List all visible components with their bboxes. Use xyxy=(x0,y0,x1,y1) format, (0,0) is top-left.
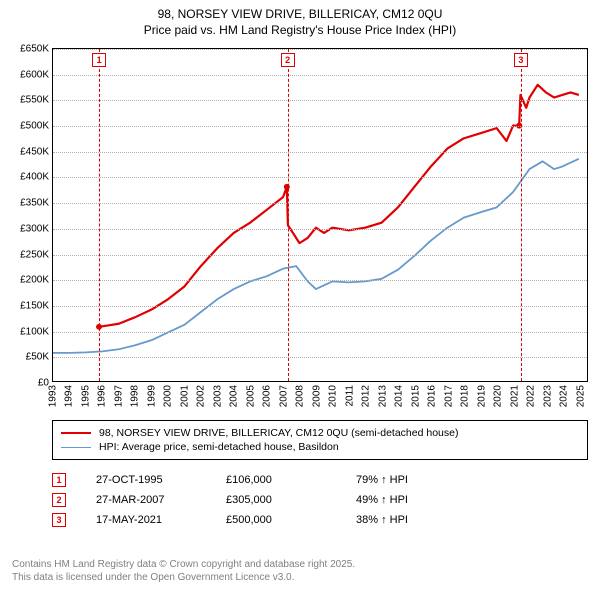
x-axis-label: 2008 xyxy=(295,385,306,407)
x-axis-label: 2013 xyxy=(377,385,388,407)
y-axis-label: £250K xyxy=(20,249,49,260)
y-axis-label: £600K xyxy=(20,69,49,80)
x-axis-label: 2018 xyxy=(460,385,471,407)
x-axis-label: 2017 xyxy=(443,385,454,407)
event-badge: 2 xyxy=(52,493,66,507)
y-gridline xyxy=(53,332,587,333)
x-axis-label: 1996 xyxy=(97,385,108,407)
y-axis-label: £150K xyxy=(20,300,49,311)
event-badge: 1 xyxy=(52,473,66,487)
x-axis-label: 2004 xyxy=(229,385,240,407)
event-marker-badge: 3 xyxy=(514,53,528,67)
event-table: 1 27-OCT-1995 £106,000 79% ↑ HPI 2 27-MAR-200… xyxy=(52,470,588,530)
event-marker-badge: 2 xyxy=(281,53,295,67)
y-axis-label: £200K xyxy=(20,275,49,286)
legend: 98, NORSEY VIEW DRIVE, BILLERICAY, CM12 … xyxy=(52,420,588,460)
event-badge: 3 xyxy=(52,513,66,527)
event-date: 17-MAY-2021 xyxy=(96,514,196,526)
x-axis-label: 2006 xyxy=(262,385,273,407)
y-gridline xyxy=(53,75,587,76)
y-axis-label: £300K xyxy=(20,223,49,234)
event-marker-line xyxy=(288,49,289,381)
legend-item: HPI: Average price, semi-detached house,… xyxy=(61,440,579,454)
x-axis-label: 2015 xyxy=(410,385,421,407)
y-gridline xyxy=(53,306,587,307)
x-axis-label: 2010 xyxy=(328,385,339,407)
x-axis-label: 2011 xyxy=(344,385,355,407)
event-marker-line xyxy=(521,49,522,381)
y-axis-label: £500K xyxy=(20,121,49,132)
x-axis-label: 2020 xyxy=(493,385,504,407)
legend-swatch xyxy=(61,447,91,448)
x-axis-label: 2019 xyxy=(476,385,487,407)
event-row: 1 27-OCT-1995 £106,000 79% ↑ HPI xyxy=(52,470,588,490)
x-axis-label: 2009 xyxy=(311,385,322,407)
y-axis-label: £450K xyxy=(20,146,49,157)
x-axis-label: 2012 xyxy=(361,385,372,407)
legend-label: HPI: Average price, semi-detached house,… xyxy=(99,441,339,453)
series-line-hpi xyxy=(53,159,579,353)
y-axis-label: £650K xyxy=(20,44,49,55)
x-axis-label: 2023 xyxy=(542,385,553,407)
x-axis-label: 1998 xyxy=(130,385,141,407)
legend-swatch xyxy=(61,432,91,434)
x-axis-label: 1993 xyxy=(48,385,59,407)
y-gridline xyxy=(53,152,587,153)
x-axis-label: 2014 xyxy=(394,385,405,407)
x-axis-label: 2016 xyxy=(427,385,438,407)
x-axis-label: 2022 xyxy=(526,385,537,407)
event-row: 2 27-MAR-2007 £305,000 49% ↑ HPI xyxy=(52,490,588,510)
series-line-price_paid xyxy=(99,85,579,327)
event-date: 27-OCT-1995 xyxy=(96,474,196,486)
y-axis-label: £50K xyxy=(26,352,49,363)
y-gridline xyxy=(53,229,587,230)
x-axis-label: 2025 xyxy=(575,385,586,407)
event-price: £500,000 xyxy=(226,514,326,526)
event-delta: 38% ↑ HPI xyxy=(356,514,456,526)
y-gridline xyxy=(53,177,587,178)
x-axis-label: 2021 xyxy=(509,385,520,407)
chart-container: 98, NORSEY VIEW DRIVE, BILLERICAY, CM12 … xyxy=(0,0,600,590)
event-price: £106,000 xyxy=(226,474,326,486)
x-axis-label: 2007 xyxy=(278,385,289,407)
event-delta: 79% ↑ HPI xyxy=(356,474,456,486)
y-gridline xyxy=(53,203,587,204)
y-axis-label: £350K xyxy=(20,198,49,209)
legend-label: 98, NORSEY VIEW DRIVE, BILLERICAY, CM12 … xyxy=(99,427,458,439)
y-gridline xyxy=(53,357,587,358)
event-marker-line xyxy=(99,49,100,381)
chart-title-block: 98, NORSEY VIEW DRIVE, BILLERICAY, CM12 … xyxy=(0,0,600,38)
x-axis-label: 2001 xyxy=(179,385,190,407)
chart-plot-area: £0£50K£100K£150K£200K£250K£300K£350K£400… xyxy=(52,48,588,382)
y-gridline xyxy=(53,280,587,281)
x-axis-label: 2000 xyxy=(163,385,174,407)
footer-line2: This data is licensed under the Open Gov… xyxy=(12,571,355,584)
y-axis-label: £550K xyxy=(20,95,49,106)
y-gridline xyxy=(53,49,587,50)
legend-item: 98, NORSEY VIEW DRIVE, BILLERICAY, CM12 … xyxy=(61,426,579,440)
footer-line1: Contains HM Land Registry data © Crown c… xyxy=(12,558,355,571)
x-axis-label: 1995 xyxy=(80,385,91,407)
y-gridline xyxy=(53,255,587,256)
y-axis-label: £400K xyxy=(20,172,49,183)
chart-title-line2: Price paid vs. HM Land Registry's House … xyxy=(0,22,600,38)
y-gridline xyxy=(53,100,587,101)
chart-title-line1: 98, NORSEY VIEW DRIVE, BILLERICAY, CM12 … xyxy=(0,6,600,22)
footer-attribution: Contains HM Land Registry data © Crown c… xyxy=(12,558,355,584)
x-axis-label: 2024 xyxy=(559,385,570,407)
x-axis-label: 1997 xyxy=(113,385,124,407)
x-axis-label: 2005 xyxy=(245,385,256,407)
x-axis-label: 1994 xyxy=(64,385,75,407)
event-date: 27-MAR-2007 xyxy=(96,494,196,506)
y-axis-label: £100K xyxy=(20,326,49,337)
event-marker-badge: 1 xyxy=(92,53,106,67)
x-axis-label: 2003 xyxy=(212,385,223,407)
x-axis-label: 1999 xyxy=(146,385,157,407)
y-gridline xyxy=(53,126,587,127)
x-axis-label: 2002 xyxy=(196,385,207,407)
event-row: 3 17-MAY-2021 £500,000 38% ↑ HPI xyxy=(52,510,588,530)
event-delta: 49% ↑ HPI xyxy=(356,494,456,506)
event-price: £305,000 xyxy=(226,494,326,506)
